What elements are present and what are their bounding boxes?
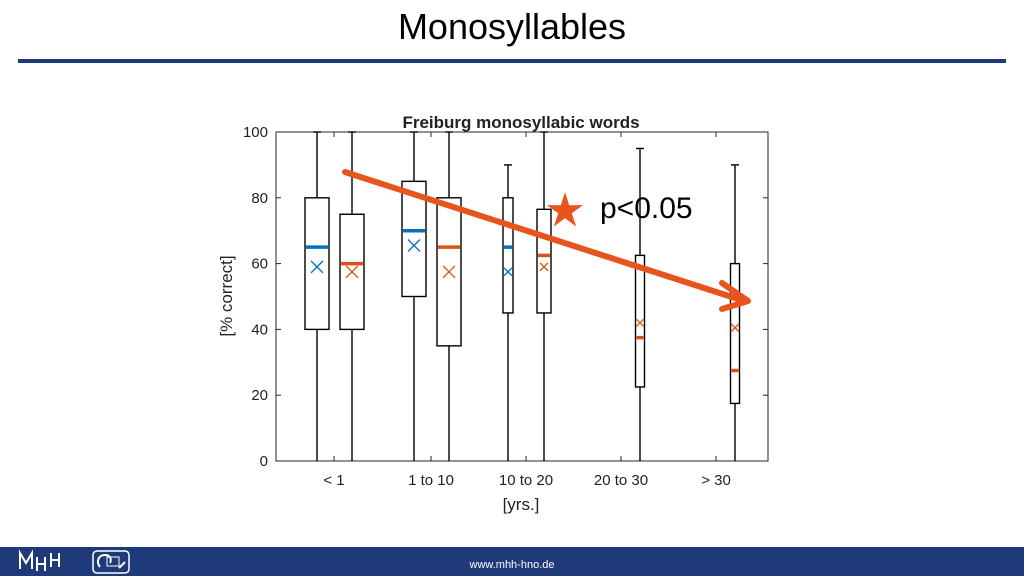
box-iqr <box>536 208 552 314</box>
significance-label: p<0.05 <box>600 192 693 225</box>
y-tick-label: 40 <box>251 321 268 338</box>
mean-marker <box>407 239 421 252</box>
box-orange <box>339 131 365 461</box>
x-axis-label: [yrs.] <box>503 495 540 514</box>
mean-marker <box>503 267 513 277</box>
box-blue <box>401 131 427 461</box>
box-iqr <box>436 197 462 347</box>
arrow-icon <box>342 169 751 312</box>
y-axis-label: [% correct] <box>217 255 236 336</box>
mean-marker <box>442 265 456 279</box>
box-iqr <box>634 254 646 388</box>
x-tick-label: 20 to 30 <box>594 472 648 489</box>
x-axis: < 1 1 to 10 10 to 20 20 to 30 > 30 <box>323 132 731 489</box>
mean-marker <box>635 318 645 328</box>
title-divider <box>18 59 1006 63</box>
box-orange <box>634 147 646 461</box>
box-iqr <box>339 213 365 331</box>
hno-logo-icon <box>92 550 130 574</box>
boxplots <box>304 131 741 461</box>
y-tick-label: 80 <box>251 190 268 207</box>
footer-bar: www.mhh-hno.de <box>0 547 1024 576</box>
chart-title: Freiburg monosyllabic words <box>402 113 639 132</box>
x-tick-label: > 30 <box>701 472 731 489</box>
mean-marker <box>539 262 549 272</box>
box-iqr <box>729 262 741 405</box>
y-tick-label: 100 <box>243 124 268 141</box>
box-orange <box>436 131 462 461</box>
y-axis: 0 20 40 60 80 100 <box>243 124 768 470</box>
mhh-logo <box>19 549 60 571</box>
star-icon <box>546 192 584 227</box>
footer-url: www.mhh-hno.de <box>469 559 555 571</box>
box-iqr <box>401 180 427 298</box>
box-iqr <box>304 197 330 331</box>
y-tick-label: 0 <box>260 453 268 470</box>
mean-marker <box>345 265 359 279</box>
y-tick-label: 20 <box>251 387 268 404</box>
box-blue <box>304 131 330 461</box>
y-tick-label: 60 <box>251 256 268 273</box>
mean-marker <box>730 323 740 333</box>
boxplot-chart: Freiburg monosyllabic words 0 20 40 60 80 100… <box>217 113 769 514</box>
box-orange <box>536 131 552 461</box>
x-tick-label: 10 to 20 <box>499 472 553 489</box>
slide-title: Monosyllables <box>397 6 627 47</box>
plot-frame <box>275 131 769 462</box>
box-blue <box>502 164 514 461</box>
box-orange <box>729 164 741 461</box>
mean-marker <box>310 260 324 274</box>
x-tick-label: 1 to 10 <box>408 472 454 489</box>
x-tick-label: < 1 <box>323 472 344 489</box>
box-iqr <box>502 197 514 314</box>
